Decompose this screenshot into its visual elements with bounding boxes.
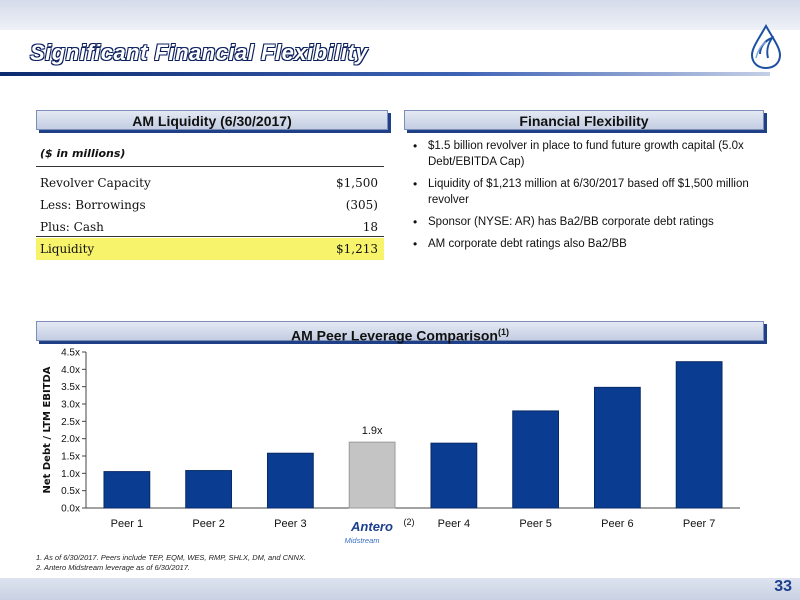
bar xyxy=(675,361,723,509)
top-band xyxy=(0,0,800,30)
y-tick-label: 4.5x xyxy=(61,348,80,359)
x-tick-label: Peer 1 xyxy=(111,518,143,530)
antero-logo-text: Antero xyxy=(350,519,393,534)
peer-chart-footnote-ref: (1) xyxy=(497,327,509,337)
antero-logo-subtext: Midstream xyxy=(344,536,379,545)
antero-midstream-logo: Antero Midstream (2) xyxy=(344,517,414,545)
bullet-dot-icon: • xyxy=(413,177,418,191)
x-tick-label: Peer 5 xyxy=(519,518,551,530)
bullet-text: AM corporate debt ratings also Ba2/BB xyxy=(428,238,627,250)
peer-chart-header: AM Peer Leverage Comparison(1) xyxy=(36,321,764,344)
x-tick-label: Peer 7 xyxy=(683,518,715,530)
bullet-text: Liquidity of $1,213 million at 6/30/2017… xyxy=(428,178,749,206)
antero-drop-logo-icon xyxy=(750,24,782,70)
liquidity-row: Less: Borrowings (305) xyxy=(36,194,384,216)
liquidity-row-value: (305) xyxy=(345,198,378,212)
y-tick-label: 0.5x xyxy=(61,486,80,497)
liquidity-total-value: $1,213 xyxy=(336,242,378,256)
liquidity-row-label: Less: Borrowings xyxy=(40,198,146,212)
footnote-1: 1. As of 6/30/2017. Peers include TEP, E… xyxy=(36,553,306,562)
y-tick-label: 2.0x xyxy=(61,434,80,445)
liquidity-row-value: 18 xyxy=(362,220,378,234)
footnote-2: 2. Antero Midstream leverage as of 6/30/… xyxy=(36,563,190,572)
page-number: 33 xyxy=(774,578,792,595)
y-tick-label: 1.5x xyxy=(61,452,80,463)
bullet-dot-icon: • xyxy=(413,215,418,229)
bar xyxy=(103,471,151,509)
flexibility-bullets: • $1.5 billion revolver in place to fund… xyxy=(410,138,770,258)
x-tick-label: Peer 3 xyxy=(274,518,306,530)
y-tick-label: 4.0x xyxy=(61,365,80,376)
bullet-item: • Liquidity of $1,213 million at 6/30/20… xyxy=(410,176,770,208)
liquidity-row: Plus: Cash 18 xyxy=(36,216,384,238)
bullet-dot-icon: • xyxy=(413,139,418,153)
bar xyxy=(430,442,478,509)
liquidity-row: Revolver Capacity $1,500 xyxy=(36,172,384,194)
liquidity-top-rule xyxy=(36,166,384,167)
bar xyxy=(593,386,641,509)
bullet-item: • Sponsor (NYSE: AR) has Ba2/BB corporat… xyxy=(410,214,770,230)
liquidity-unit: ($ in millions) xyxy=(40,147,126,160)
y-tick-label: 3.0x xyxy=(61,400,80,411)
y-tick-label: 3.5x xyxy=(61,382,80,393)
y-tick-label: 0.0x xyxy=(61,504,80,515)
x-tick-label: Peer 2 xyxy=(192,518,224,530)
bullet-text: $1.5 billion revolver in place to fund f… xyxy=(428,140,744,168)
bullet-item: • $1.5 billion revolver in place to fund… xyxy=(410,138,770,170)
y-tick-label: 2.5x xyxy=(61,417,80,428)
antero-logo-footnote-ref: (2) xyxy=(404,517,415,527)
liquidity-header: AM Liquidity (6/30/2017) xyxy=(36,110,388,130)
slide-title: Significant Financial Flexibility xyxy=(30,40,369,65)
liquidity-row-value: $1,500 xyxy=(336,176,378,190)
flexibility-header: Financial Flexibility xyxy=(404,110,764,130)
bar xyxy=(266,452,314,509)
y-tick-label: 1.0x xyxy=(61,469,80,480)
liquidity-total-row: Liquidity $1,213 xyxy=(36,238,384,260)
bullet-dot-icon: • xyxy=(413,237,418,251)
bar xyxy=(512,410,560,509)
liquidity-row-label: Revolver Capacity xyxy=(40,176,151,190)
bar-antero-midstream xyxy=(348,441,396,509)
bar xyxy=(185,470,233,509)
peer-chart-title: AM Peer Leverage Comparison xyxy=(291,327,498,344)
liquidity-row-label: Plus: Cash xyxy=(40,220,104,234)
bar-data-label: 1.9x xyxy=(362,425,383,437)
liquidity-total-rule xyxy=(36,236,384,237)
x-tick-label: Peer 4 xyxy=(438,518,470,530)
liquidity-total-label: Liquidity xyxy=(40,242,95,256)
x-tick-label: Peer 6 xyxy=(601,518,633,530)
bottom-band xyxy=(0,578,800,600)
y-axis-label: Net Debt / LTM EBITDA xyxy=(42,366,53,493)
bullet-item: • AM corporate debt ratings also Ba2/BB xyxy=(410,236,770,252)
bullet-text: Sponsor (NYSE: AR) has Ba2/BB corporate … xyxy=(428,216,714,228)
title-rule xyxy=(0,72,770,76)
footnotes: 1. As of 6/30/2017. Peers include TEP, E… xyxy=(36,553,306,573)
